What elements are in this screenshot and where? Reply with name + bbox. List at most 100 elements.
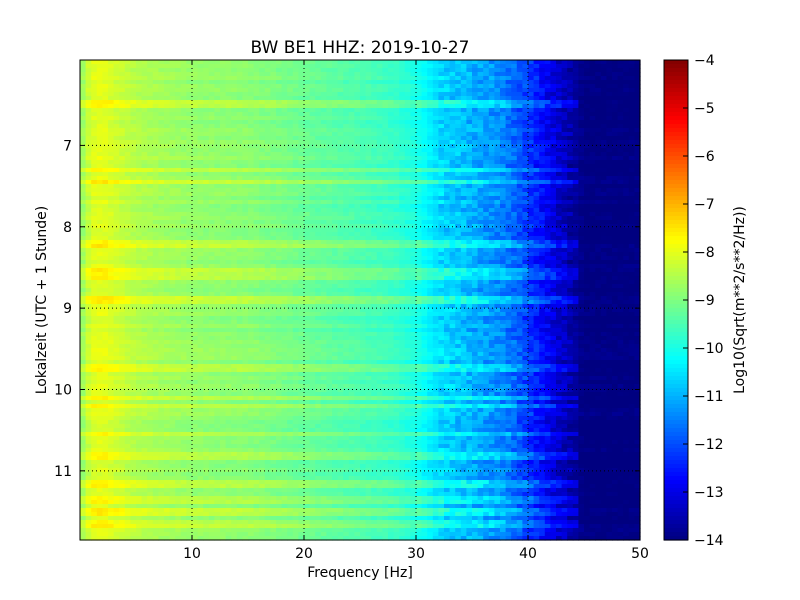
spectrogram-cell [259, 168, 266, 173]
spectrogram-cell [460, 160, 467, 165]
spectrogram-cell [343, 120, 350, 125]
spectrogram-cell [567, 160, 574, 165]
spectrogram-cell [438, 112, 445, 117]
spectrogram-cell [298, 92, 305, 97]
spectrogram-cell [197, 96, 204, 101]
spectrogram-cell [231, 208, 238, 213]
spectrogram-cell [382, 60, 389, 65]
spectrogram-cell [421, 196, 428, 201]
spectrogram-cell [444, 176, 451, 181]
spectrogram-cell [141, 196, 148, 201]
spectrogram-cell [623, 180, 630, 185]
spectrogram-cell [180, 200, 187, 205]
spectrogram-cell [539, 156, 546, 161]
spectrogram-cell [388, 200, 395, 205]
spectrogram-cell [315, 72, 322, 77]
spectrogram-cell [270, 76, 277, 81]
spectrogram-cell [214, 136, 221, 141]
spectrogram-cell [488, 172, 495, 177]
spectrogram-cell [264, 160, 271, 165]
spectrogram-cell [516, 160, 523, 165]
spectrogram-cell [634, 148, 641, 153]
spectrogram-cell [494, 76, 501, 81]
spectrogram-cell [281, 116, 288, 121]
spectrogram-cell [634, 80, 641, 85]
spectrogram-cell [91, 104, 98, 109]
spectrogram-cell [572, 256, 579, 261]
spectrogram-cell [164, 148, 171, 153]
spectrogram-cell [388, 248, 395, 253]
spectrogram-cell [427, 116, 434, 121]
spectrogram-cell [466, 184, 473, 189]
spectrogram-cell [528, 88, 535, 93]
spectrogram-cell [124, 200, 131, 205]
spectrogram-cell [304, 144, 311, 149]
spectrogram-cell [326, 80, 333, 85]
spectrogram-cell [399, 160, 406, 165]
spectrogram-cell [382, 228, 389, 233]
spectrogram-cell [236, 120, 243, 125]
spectrogram-cell [567, 128, 574, 133]
spectrogram-cell [460, 188, 467, 193]
spectrogram-cell [214, 120, 221, 125]
spectrogram-cell [180, 180, 187, 185]
spectrogram-cell [102, 96, 109, 101]
spectrogram-cell [164, 80, 171, 85]
spectrogram-cell [500, 256, 507, 261]
spectrogram-cell [365, 84, 372, 89]
spectrogram-cell [337, 68, 344, 73]
spectrogram-cell [528, 224, 535, 229]
spectrogram-cell [141, 184, 148, 189]
spectrogram-cell [152, 68, 159, 73]
spectrogram-cell [214, 256, 221, 261]
spectrogram-cell [164, 212, 171, 217]
spectrogram-cell [119, 192, 126, 197]
spectrogram-cell [438, 220, 445, 225]
spectrogram-cell [158, 192, 165, 197]
spectrogram-cell [365, 188, 372, 193]
spectrogram-cell [169, 68, 176, 73]
spectrogram-cell [483, 136, 490, 141]
spectrogram-cell [332, 248, 339, 253]
spectrogram-cell [460, 176, 467, 181]
spectrogram-cell [606, 156, 613, 161]
spectrogram-cell [158, 104, 165, 109]
spectrogram-cell [281, 64, 288, 69]
spectrogram-cell [96, 172, 103, 177]
spectrogram-cell [494, 116, 501, 121]
spectrogram-cell [354, 252, 361, 257]
spectrogram-cell [628, 84, 635, 89]
spectrogram-cell [298, 128, 305, 133]
spectrogram-cell [505, 208, 512, 213]
spectrogram-cell [544, 100, 551, 105]
spectrogram-cell [169, 208, 176, 213]
spectrogram-cell [421, 112, 428, 117]
spectrogram-cell [561, 256, 568, 261]
spectrogram-cell [236, 224, 243, 229]
spectrogram-cell [292, 136, 299, 141]
spectrogram-cell [589, 144, 596, 149]
spectrogram-cell [449, 84, 456, 89]
spectrogram-cell [623, 128, 630, 133]
spectrogram-cell [567, 188, 574, 193]
spectrogram-cell [539, 224, 546, 229]
spectrogram-cell [561, 108, 568, 113]
spectrogram-cell [511, 84, 518, 89]
spectrogram-cell [511, 76, 518, 81]
spectrogram-cell [281, 84, 288, 89]
spectrogram-cell [432, 204, 439, 209]
spectrogram-cell [113, 208, 120, 213]
spectrogram-cell [561, 192, 568, 197]
spectrogram-cell [483, 96, 490, 101]
spectrogram-cell [600, 240, 607, 245]
spectrogram-cell [119, 152, 126, 157]
spectrogram-cell [561, 204, 568, 209]
spectrogram-cell [175, 140, 182, 145]
spectrogram-cell [281, 156, 288, 161]
spectrogram-cell [410, 80, 417, 85]
spectrogram-cell [382, 192, 389, 197]
spectrogram-cell [343, 156, 350, 161]
spectrogram-cell [365, 64, 372, 69]
spectrogram-cell [539, 212, 546, 217]
spectrogram-cell [259, 200, 266, 205]
